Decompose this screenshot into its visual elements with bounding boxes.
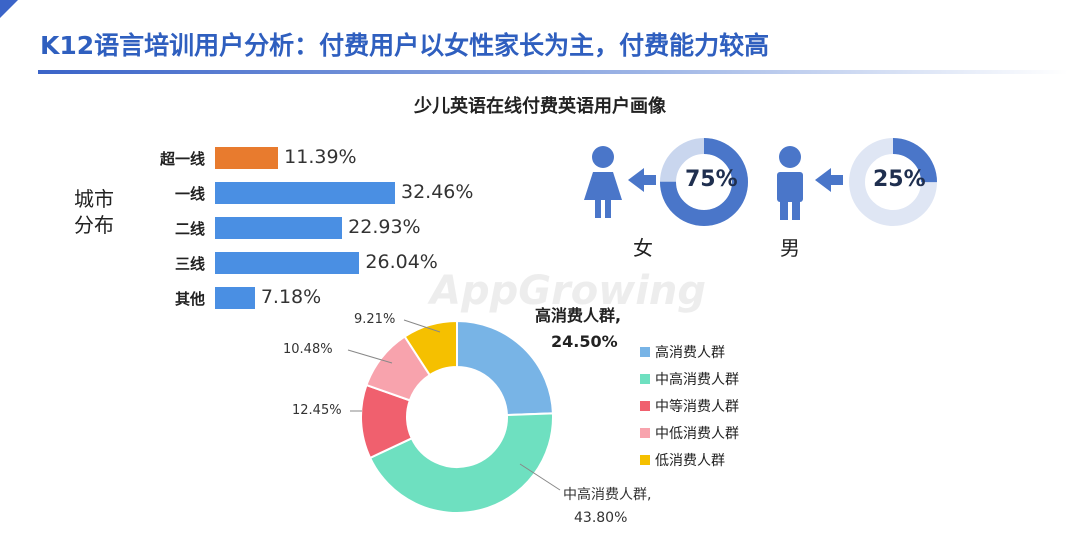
donut-slice — [456, 319, 554, 417]
legend-swatch — [640, 427, 650, 438]
pie-label-high-value: 24.50% — [551, 332, 618, 351]
bar-value-label: 22.93% — [348, 216, 421, 238]
bar-value-label: 11.39% — [284, 146, 357, 168]
title-divider — [38, 70, 1068, 74]
chart-subtitle: 少儿英语在线付费英语用户画像 — [414, 96, 666, 117]
donut-legend: 高消费人群中高消费人群 中等消费人群 中低消费人群 低消费人群 — [640, 338, 739, 473]
bar-value-label: 32.46% — [401, 181, 474, 203]
arrow-left-icon — [628, 168, 656, 192]
legend-label: 低消费人群 — [655, 452, 725, 469]
bar-value-label: 7.18% — [260, 286, 322, 308]
pie-label-high-name: 高消费人群, — [535, 306, 622, 325]
gender-graphic — [584, 138, 937, 226]
bar-category-label: 一线 — [174, 185, 205, 203]
male-ring — [849, 138, 937, 226]
female-label: 女 — [633, 236, 653, 260]
pie-label-midlow: 10.48% — [283, 342, 333, 357]
legend-item: 低消费人群 — [640, 446, 739, 473]
bar — [215, 217, 343, 239]
female-ring — [660, 138, 748, 226]
female-percent: 75% — [685, 167, 738, 192]
pie-label-midhigh-name: 中高消费人群, — [563, 487, 652, 503]
bar — [215, 287, 255, 309]
male-label: 男 — [780, 236, 800, 260]
watermark: AppGrowing — [430, 268, 707, 314]
corner-accent — [0, 0, 18, 18]
bar-category-label: 二线 — [174, 220, 205, 238]
city-distribution-label: 城市 分布 — [74, 186, 118, 238]
legend-label: 中等消费人群 — [655, 398, 739, 415]
bar-category-label: 超一线 — [159, 150, 205, 168]
male-person-icon — [777, 146, 803, 220]
legend-item: 中等消费人群 — [640, 392, 739, 419]
city-label-line1: 城市 — [74, 187, 114, 211]
legend-item: 中高消费人群 — [640, 365, 739, 392]
female-person-icon — [584, 146, 622, 218]
legend-label: 高消费人群 — [655, 344, 725, 361]
legend-swatch — [640, 400, 650, 411]
label-leader-lines — [347, 319, 561, 491]
pie-label-low: 9.21% — [354, 312, 396, 327]
male-percent: 25% — [873, 167, 926, 192]
pie-label-midhigh-value: 43.80% — [574, 510, 628, 526]
bar-value-label: 26.04% — [365, 251, 438, 273]
legend-swatch — [640, 373, 650, 384]
legend-item: 高消费人群 — [640, 338, 739, 365]
legend-label: 中高消费人群 — [655, 371, 739, 388]
legend-swatch — [640, 454, 650, 465]
page-title: K12语言培训用户分析：付费用户以女性家长为主，付费能力较高 — [40, 31, 770, 60]
bar — [215, 252, 360, 274]
arrow-left-icon — [815, 168, 843, 192]
donut-slice — [368, 412, 554, 514]
legend-item: 中低消费人群 — [640, 419, 739, 446]
pie-label-mid: 12.45% — [292, 403, 342, 418]
bar-category-label: 其他 — [174, 290, 205, 308]
legend-label: 中低消费人群 — [655, 425, 739, 442]
bar — [215, 182, 395, 204]
bar — [215, 147, 279, 169]
donut-slice — [403, 319, 458, 377]
city-label-line2: 分布 — [74, 213, 114, 237]
legend-swatch — [640, 346, 650, 357]
bar-category-label: 三线 — [174, 255, 205, 273]
